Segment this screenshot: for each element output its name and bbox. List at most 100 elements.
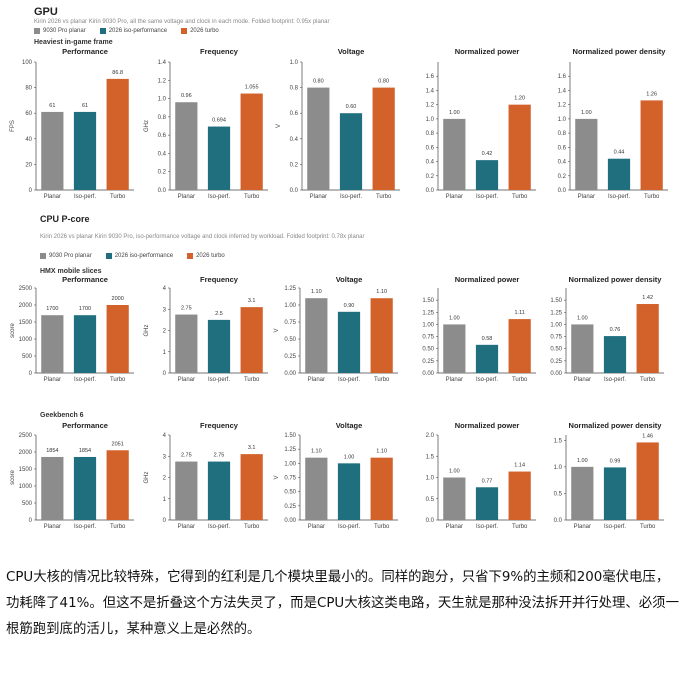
data-label: 0.96	[181, 93, 192, 99]
y-tick-label: 1500	[19, 320, 33, 326]
y-tick-label: 0.75	[284, 320, 296, 326]
y-tick-label: 2500	[19, 433, 33, 439]
legend-label: 2026 turbo	[196, 253, 225, 259]
legend-swatch	[40, 253, 46, 259]
bar-chart-performance: Performance 0 500 1000 1500 2000 2500 score 1854…	[10, 421, 134, 530]
x-tick-label: Turbo	[512, 194, 528, 200]
data-label: 1.10	[311, 449, 322, 455]
x-tick-label: Planar	[446, 524, 463, 530]
x-tick-label: Turbo	[376, 194, 392, 200]
bar-turbo	[106, 305, 129, 373]
x-tick-label: Iso-perf.	[476, 194, 498, 200]
bar-turbo	[370, 457, 393, 520]
x-tick-label: Iso-perf.	[604, 377, 626, 383]
y-tick-label: 0.4	[290, 137, 299, 143]
data-label: 0.77	[482, 478, 493, 484]
x-tick-label: Iso-perf.	[476, 377, 498, 383]
y-axis-label: score	[10, 323, 16, 338]
legend-item-iso: 2026 iso-performance	[99, 28, 167, 34]
bar-turbo	[372, 87, 395, 190]
bar-turbo	[508, 319, 531, 373]
x-tick-label: Turbo	[110, 377, 126, 383]
y-tick-label: 0	[29, 518, 33, 524]
bar-turbo	[636, 304, 659, 373]
y-tick-label: 1.2	[158, 78, 167, 84]
x-tick-label: Turbo	[512, 377, 528, 383]
chart-title: Voltage	[338, 47, 365, 56]
x-tick-label: Turbo	[110, 524, 126, 530]
y-tick-label: 1.00	[422, 322, 434, 328]
y-tick-label: 80	[25, 86, 32, 92]
x-tick-label: Planar	[446, 194, 463, 200]
y-tick-label: 4	[163, 433, 167, 439]
chart-title: Frequency	[200, 421, 239, 430]
y-tick-label: 1.0	[158, 97, 167, 103]
bar-iso-perf	[603, 336, 627, 373]
bar-chart-normalized-power: Normalized power 0.00 0.25 0.50 0.75 1.00 1.25…	[422, 275, 536, 383]
legend-swatch	[105, 253, 112, 259]
cpu-section-subtitle: Kirin 2026 vs planar Kirin 9030 Pro, iso…	[40, 234, 365, 240]
x-tick-label: Turbo	[512, 524, 528, 530]
x-tick-label: Turbo	[374, 524, 390, 530]
y-tick-label: 0.8	[558, 131, 567, 137]
y-tick-label: 1.00	[284, 303, 296, 309]
y-tick-label: 0.00	[284, 518, 296, 524]
bar-chart-frequency: Frequency 0.0 0.2 0.4 0.6 0.8 1.0 1.2 1.4 GHz 0.96…	[144, 47, 268, 200]
chart-title: Voltage	[336, 275, 363, 284]
x-tick-label: Planar	[578, 194, 595, 200]
y-tick-label: 1	[163, 497, 167, 503]
cpu-group-label-hmx: HMX mobile slices	[40, 268, 102, 275]
x-tick-label: Iso-perf.	[476, 524, 498, 530]
bar-chart-frequency: Frequency 0 1 2 3 4 GHz 2.75 Planar 2.5 Iso-perf. 3…	[144, 275, 268, 383]
gpu-legend: 9030 Pro planar 2026 iso-performance 202…	[34, 28, 219, 34]
x-tick-label: Iso-perf.	[208, 377, 230, 383]
x-tick-label: Iso-perf.	[74, 194, 96, 200]
chart-title: Normalized power density	[569, 421, 663, 430]
y-tick-label: 2.0	[426, 433, 435, 439]
x-tick-label: Planar	[574, 377, 591, 383]
bar-planar	[443, 477, 466, 520]
data-label: 1.10	[376, 449, 387, 455]
y-tick-label: 0.2	[290, 162, 299, 168]
legend-label: 9030 Pro planar	[43, 28, 86, 34]
data-label: 3.1	[248, 298, 256, 304]
chart-title: Normalized power density	[569, 275, 663, 284]
chart-title: Frequency	[200, 275, 239, 284]
bar-iso-perf	[337, 463, 361, 520]
data-label: 1.00	[577, 458, 588, 464]
x-tick-label: Iso-perf.	[208, 194, 230, 200]
y-axis-label: GHz	[144, 120, 150, 132]
legend-item-turbo: 2026 turbo	[181, 28, 219, 34]
x-tick-label: Iso-perf.	[608, 194, 630, 200]
chart-title: Normalized power	[455, 47, 520, 56]
y-tick-label: 1.25	[284, 447, 296, 453]
x-tick-label: Iso-perf.	[74, 524, 96, 530]
data-label: 1.14	[514, 463, 525, 469]
x-tick-label: Turbo	[244, 524, 260, 530]
x-tick-label: Planar	[178, 377, 195, 383]
y-tick-label: 0.0	[426, 188, 435, 194]
x-tick-label: Turbo	[244, 194, 260, 200]
y-tick-label: 0.0	[426, 518, 435, 524]
data-label: 1.00	[449, 469, 460, 475]
data-label: 0.60	[346, 104, 357, 110]
y-tick-label: 1	[163, 350, 167, 356]
y-tick-label: 0.6	[290, 111, 299, 117]
bar-turbo	[508, 104, 531, 190]
data-label: 1.20	[514, 96, 525, 102]
legend-label: 9030 Pro planar	[49, 253, 92, 259]
y-tick-label: 0.50	[284, 490, 296, 496]
x-tick-label: Iso-perf.	[338, 377, 360, 383]
data-label: 3.1	[248, 445, 256, 451]
y-axis-label: GHz	[144, 325, 150, 337]
bar-turbo	[106, 450, 129, 520]
bar-planar	[175, 461, 198, 520]
bar-turbo	[508, 471, 531, 520]
y-axis-label: V	[274, 475, 280, 479]
y-tick-label: 1.50	[284, 433, 296, 439]
chart-title: Frequency	[200, 47, 239, 56]
y-tick-label: 1.25	[550, 310, 562, 316]
y-tick-label: 0.75	[284, 476, 296, 482]
x-tick-label: Iso-perf.	[74, 377, 96, 383]
data-label: 2051	[112, 441, 124, 447]
